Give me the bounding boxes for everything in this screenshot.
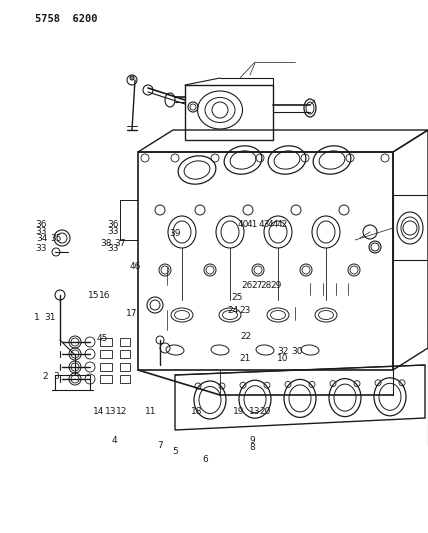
Text: 15: 15 [88,292,99,300]
Text: 21: 21 [239,354,250,362]
Text: 42: 42 [277,221,288,229]
Text: 46: 46 [130,262,141,271]
Text: 45: 45 [96,334,107,343]
Text: 33: 33 [36,227,47,236]
Text: 23: 23 [240,306,251,314]
Text: 33: 33 [107,245,119,253]
Text: 4: 4 [112,436,118,445]
Text: 26: 26 [242,281,253,289]
Text: 33: 33 [36,245,47,253]
Text: 40: 40 [238,221,249,229]
Text: 10: 10 [277,354,288,362]
Text: 16: 16 [99,292,110,300]
Text: 35: 35 [51,234,62,243]
Bar [100,363,112,371]
Bar [120,350,130,358]
Text: 27: 27 [251,281,262,289]
Bar [120,363,130,371]
Text: 37: 37 [114,239,125,248]
Text: 39: 39 [169,229,180,238]
Text: 25: 25 [232,293,243,302]
Text: 34: 34 [36,234,47,243]
Bar [100,375,112,383]
Text: 8: 8 [250,443,256,452]
Bar [100,338,112,346]
Bar [120,375,130,383]
Text: 7: 7 [158,441,163,449]
Text: 41: 41 [247,221,258,229]
Text: 20: 20 [260,407,271,416]
Text: 43: 43 [259,221,270,229]
Text: 5: 5 [172,448,178,456]
Text: 11: 11 [145,407,156,416]
Text: 9: 9 [250,436,256,445]
Text: 28: 28 [261,281,272,289]
Bar [185,85,273,140]
Text: 36: 36 [36,221,47,229]
Text: 2: 2 [42,372,48,381]
Text: 33: 33 [107,227,119,236]
Text: 30: 30 [292,347,303,356]
Text: 17: 17 [126,309,137,318]
Text: 19: 19 [233,407,244,416]
Text: 5758  6200: 5758 6200 [35,14,98,24]
Text: 44: 44 [268,221,279,229]
Bar [120,338,130,346]
Text: 6: 6 [202,455,208,464]
Bar [138,152,393,370]
Circle shape [130,76,134,80]
Text: 38: 38 [101,239,112,248]
Text: 22: 22 [241,333,252,341]
Text: 36: 36 [107,221,119,229]
Text: 13: 13 [105,407,116,416]
Text: 14: 14 [93,407,104,416]
Text: 24: 24 [228,306,239,314]
Text: 3: 3 [54,372,59,381]
Bar [393,195,428,260]
Bar [100,350,112,358]
Text: 31: 31 [44,313,55,322]
Text: 1: 1 [34,313,40,322]
Text: 13: 13 [250,407,261,416]
Text: 12: 12 [116,407,127,416]
Text: 18: 18 [191,407,202,416]
Text: 29: 29 [271,281,282,289]
Text: 32: 32 [277,347,288,356]
